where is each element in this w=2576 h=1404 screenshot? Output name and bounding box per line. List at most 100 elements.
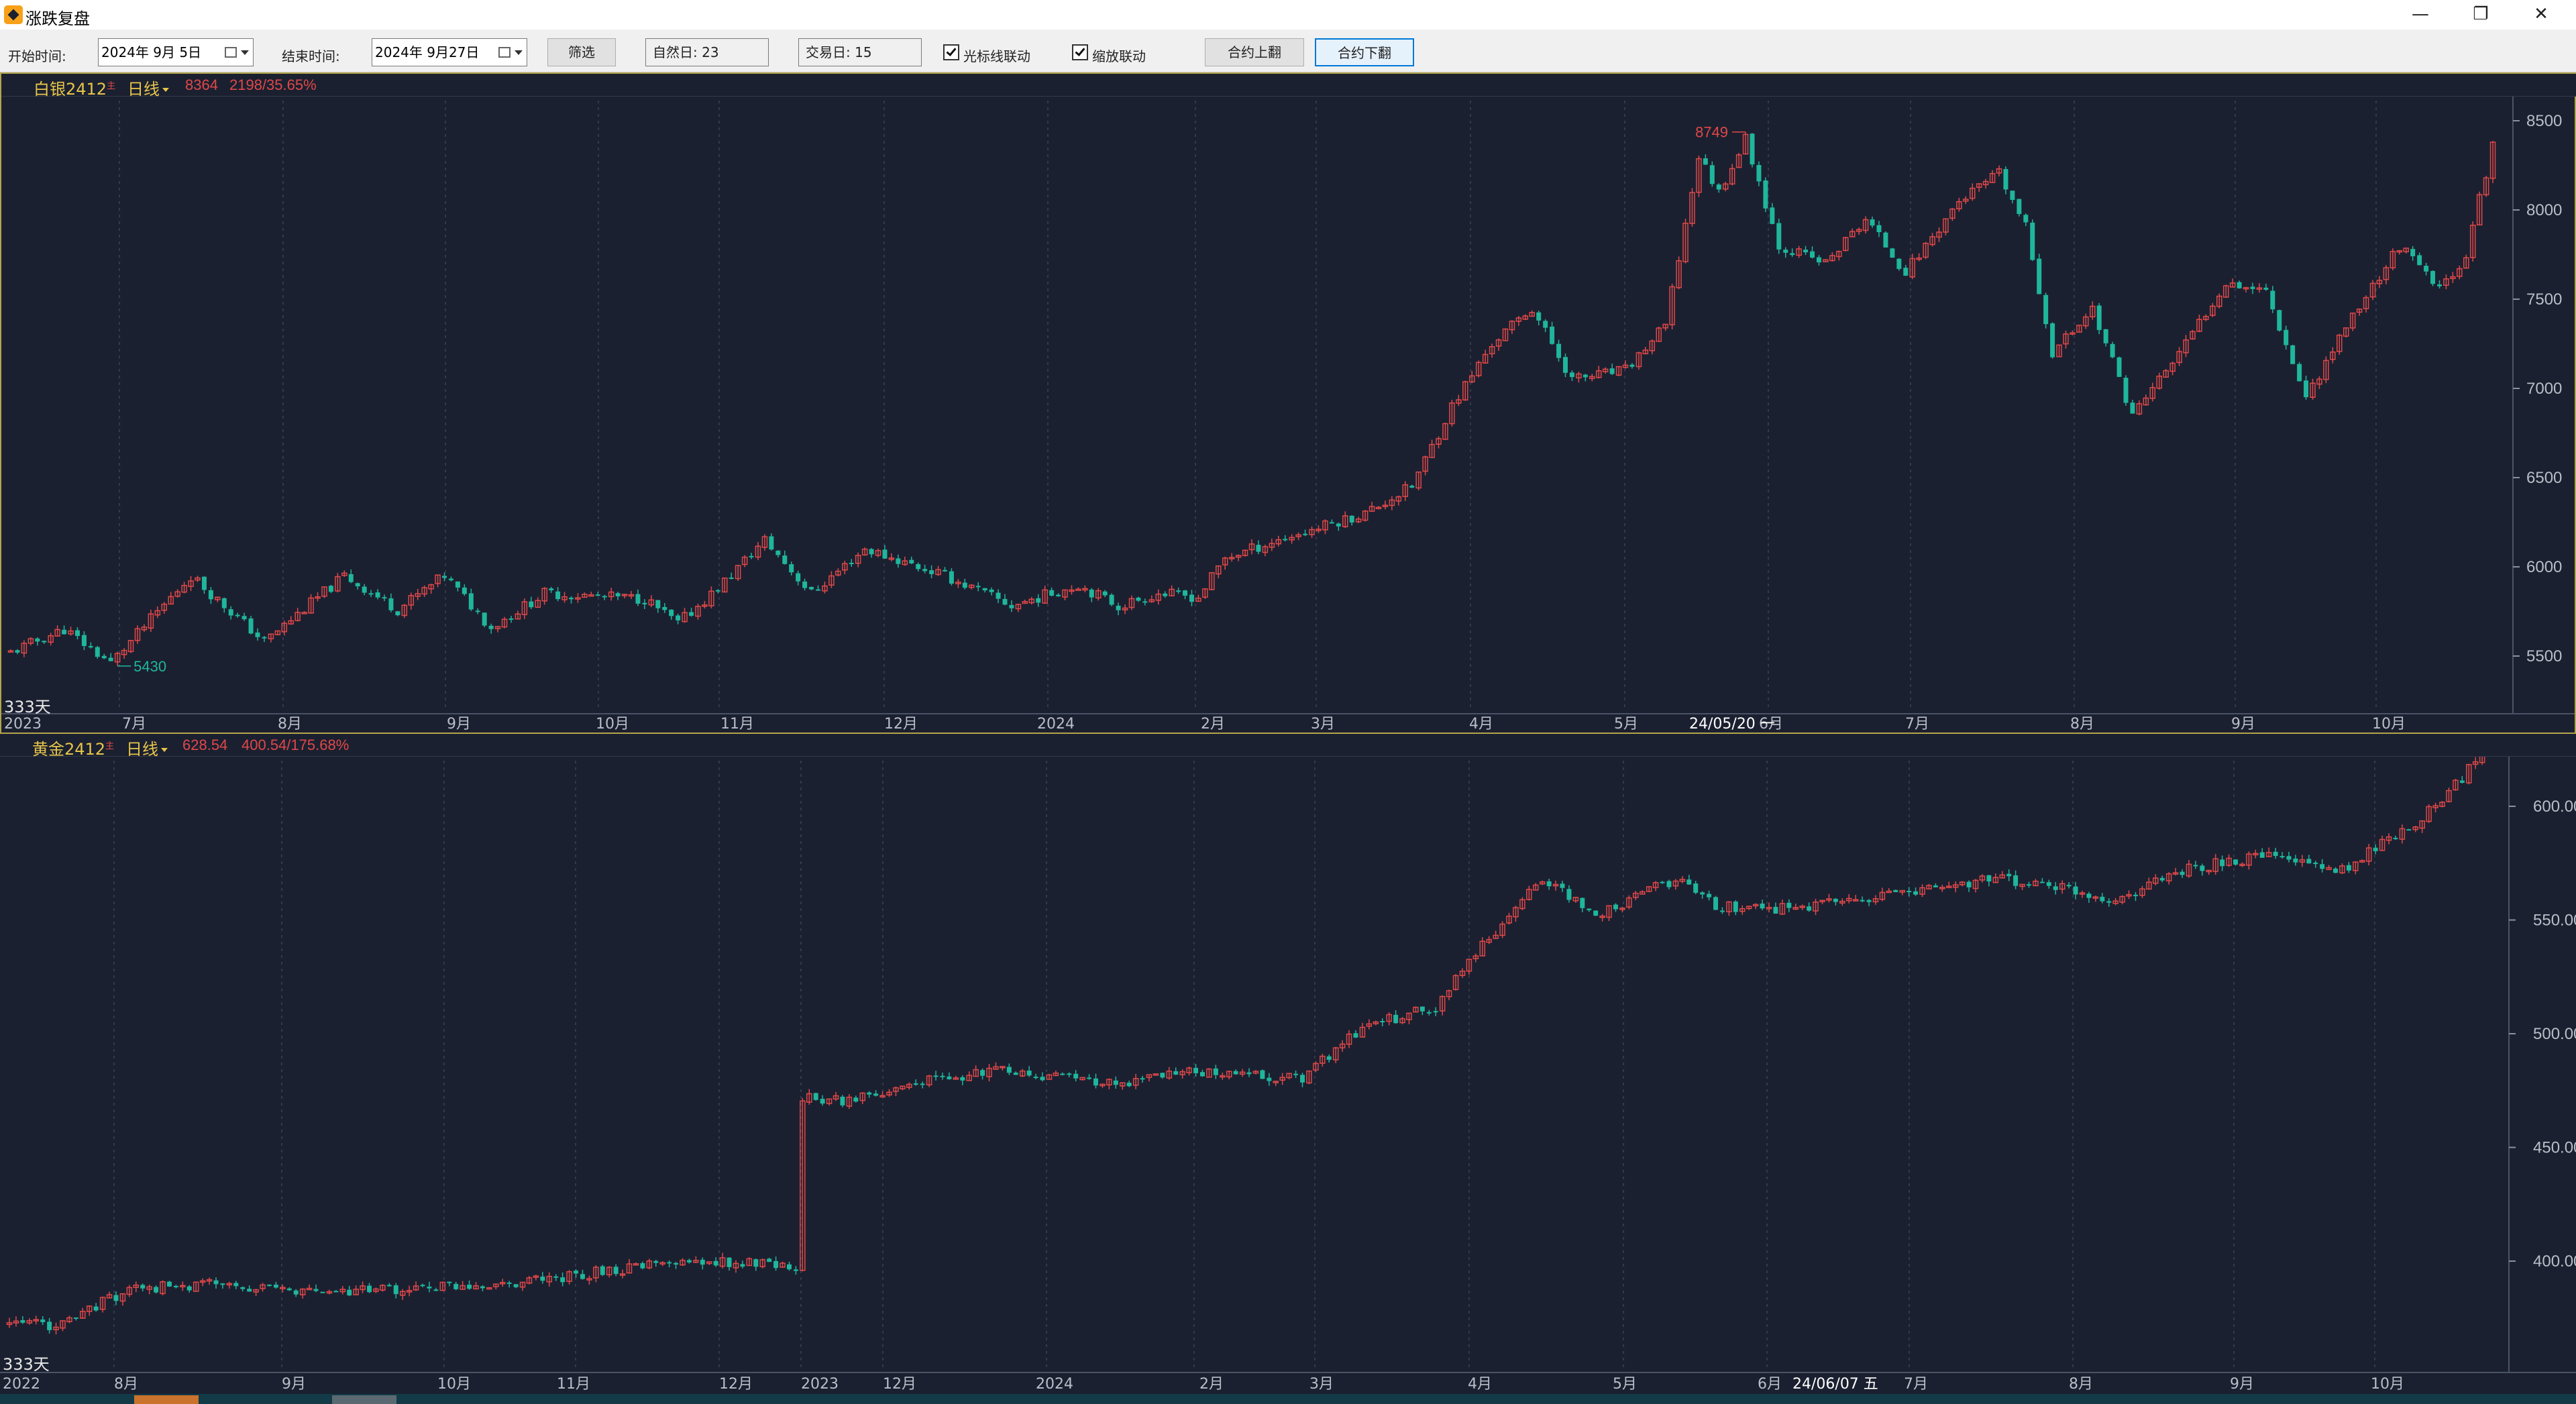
candle-body [775, 550, 781, 555]
horizontal-scrollbar[interactable] [0, 1394, 2576, 1404]
candle-body [2096, 305, 2102, 330]
x-tick-label: 8月 [278, 716, 302, 733]
candle-body [1893, 889, 1898, 892]
chevron-down-icon[interactable] [515, 50, 523, 55]
title-bar: 涨跌复盘 — ❐ ✕ [0, 0, 2576, 30]
candle-body [2006, 873, 2012, 877]
candle-body [2472, 761, 2479, 765]
candle-body [1776, 223, 1782, 250]
end-date-picker[interactable]: 2024年 9月27日 [372, 38, 527, 66]
candle-body [2256, 287, 2263, 290]
candle-body [555, 591, 561, 600]
candle-body [540, 1277, 545, 1281]
candle-body [2284, 329, 2289, 345]
prev-contract-button[interactable]: 合约上翻 [1205, 38, 1304, 66]
candle-body [1235, 555, 1242, 558]
candle-body [1366, 1023, 1373, 1027]
candlestick-chart[interactable]: 5500 6000 6500 7000 7500 8000 8500 2023 7月 8月 9月 10… [1, 97, 2575, 734]
candle-body [2412, 826, 2419, 830]
candle-body [619, 1273, 626, 1276]
filter-button[interactable]: 筛选 [547, 38, 616, 66]
silver-chart-panel[interactable]: 白银2412主 日线 8364 2198/35.65% 5500 6000 6500… [0, 72, 2576, 734]
candle-body [575, 597, 581, 600]
candle-body [1026, 1070, 1032, 1076]
candle-body [828, 575, 835, 586]
candle-body [1419, 1006, 1425, 1012]
start-date-picker[interactable]: 2024年 9月 5日 [98, 38, 254, 66]
candle-body [1482, 354, 1489, 364]
candle-body [1475, 362, 1482, 376]
candle-body [1766, 906, 1772, 910]
candle-body [140, 1285, 146, 1289]
candle-body [1359, 1026, 1366, 1038]
candle-body [982, 588, 987, 591]
next-contract-button[interactable]: 合约下翻 [1315, 38, 1414, 66]
zoom-link-label[interactable]: 缩放联动 [1092, 48, 1146, 64]
chevron-down-icon[interactable] [241, 50, 249, 55]
candle-body [2172, 872, 2179, 875]
candle-body [482, 612, 487, 626]
candle-body [2410, 249, 2416, 257]
y-tick-label: 8500 [2526, 112, 2562, 130]
candle-body [2003, 169, 2008, 190]
candle-body [580, 1274, 585, 1279]
candlestick-chart[interactable]: 400.00 450.00 500.00 550.00 600.00 2022 8月 9月 10… [0, 757, 2576, 1394]
scrollbar-thumb[interactable] [134, 1395, 199, 1404]
symbol-label[interactable]: 黄金2412主 [32, 740, 115, 759]
candle-body [2043, 294, 2049, 325]
candle-body [2290, 345, 2296, 364]
start-date-value: 2024年 9月 5日 [101, 44, 202, 60]
candle-body [180, 1285, 186, 1288]
low-marker-label: 5430 [133, 658, 166, 675]
candle-body [2453, 779, 2459, 791]
candle-body [420, 1285, 425, 1287]
candle-body [181, 584, 187, 593]
candle-body [613, 1266, 619, 1275]
candle-body [608, 591, 614, 598]
close-button[interactable]: ✕ [2534, 4, 2548, 24]
candle-body [735, 565, 741, 580]
candle-body [7, 650, 14, 653]
candle-body [2159, 877, 2165, 881]
candle-body [1148, 599, 1155, 602]
calendar-icon[interactable] [498, 47, 511, 58]
candle-body [2193, 865, 2198, 867]
candle-body [442, 576, 447, 578]
symbol-label[interactable]: 白银2412主 [34, 80, 116, 99]
zoom-link-checkbox[interactable] [1072, 44, 1088, 60]
candle-body [1426, 1012, 1432, 1014]
period-selector[interactable]: 日线 [126, 736, 168, 759]
candle-body [1660, 881, 1665, 883]
restore-button[interactable]: ❐ [2473, 4, 2489, 24]
candle-body [2146, 881, 2152, 890]
candle-body [386, 1285, 392, 1287]
y-tick-label: 8000 [2526, 201, 2562, 219]
candle-body [1833, 898, 1838, 902]
candle-body [353, 1289, 359, 1295]
window-title: 涨跌复盘 [25, 9, 90, 28]
candle-body [42, 641, 47, 643]
candle-body [566, 1271, 572, 1282]
gold-chart-panel[interactable]: 黄金2412主 日线 628.54 400.54/175.68% 400.004… [0, 734, 2576, 1394]
cursor-link-label[interactable]: 光标线联动 [963, 48, 1030, 64]
candle-body [2246, 853, 2252, 866]
candle-body [2399, 828, 2406, 840]
candle-body [1228, 557, 1235, 559]
scrollbar-thumb[interactable] [332, 1395, 396, 1404]
candle-body [2353, 861, 2359, 871]
candle-body [247, 1289, 252, 1292]
calendar-icon[interactable] [225, 47, 237, 58]
period-selector[interactable]: 日线 [127, 76, 169, 99]
candle-body [460, 1285, 466, 1290]
candle-body [1879, 892, 1886, 900]
candle-body [953, 1077, 959, 1080]
candle-body [713, 1260, 718, 1266]
candle-body [1189, 594, 1195, 602]
candle-body [1267, 1077, 1272, 1081]
minimize-button[interactable]: — [2412, 4, 2429, 24]
candle-body [942, 570, 947, 572]
candle-body [780, 1262, 786, 1268]
candle-body [2310, 382, 2316, 398]
candle-body [996, 592, 1001, 599]
cursor-link-checkbox[interactable] [943, 44, 959, 60]
